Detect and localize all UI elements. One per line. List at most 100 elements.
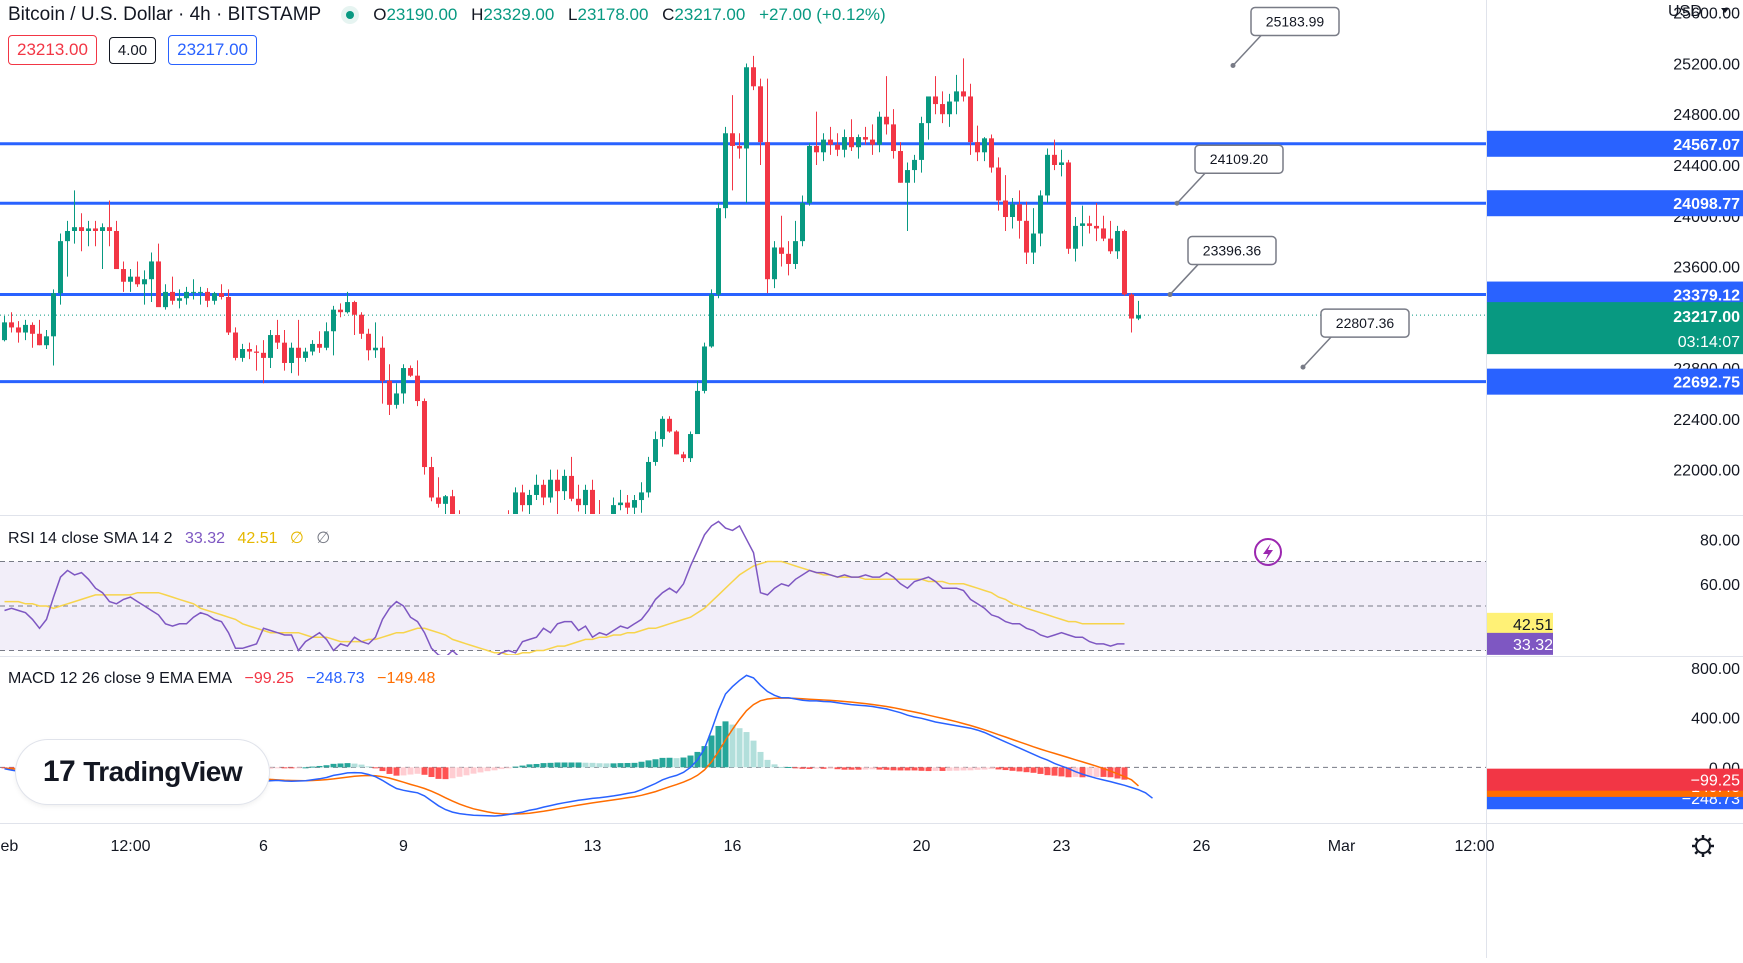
macd-histogram-bar <box>393 767 400 776</box>
candle-body <box>324 331 329 348</box>
candle <box>324 322 329 351</box>
candle <box>744 63 749 204</box>
candle-body <box>541 484 546 498</box>
candle-body <box>604 520 609 525</box>
macd-histogram-bar <box>533 763 540 768</box>
low-label: L <box>568 5 578 24</box>
callout-pointer <box>1232 34 1262 67</box>
callout-box <box>1187 235 1277 266</box>
time-tick-label: 16 <box>724 838 742 855</box>
candle-body <box>331 309 336 332</box>
macd-signal-legend-value: −149.48 <box>377 670 436 687</box>
macd-histogram-bar <box>624 762 631 768</box>
macd-histogram-bar <box>981 767 988 770</box>
market-status-icon[interactable] <box>341 6 360 24</box>
callout-anchor <box>1174 200 1180 206</box>
candle-body <box>121 269 126 282</box>
candle <box>114 220 119 270</box>
rsi-legend-value: 33.32 <box>184 530 226 547</box>
candle <box>828 126 833 155</box>
macd-legend-label[interactable]: MACD 12 26 close 9 EMA EMA <box>8 670 233 687</box>
sell-price-button[interactable]: 23213.00 <box>8 35 97 65</box>
symbol-title[interactable]: Bitcoin / U.S. Dollar · 4h · BITSTAMP <box>8 4 322 25</box>
candle-body <box>1129 294 1134 319</box>
price-pane: 25183.99 24109.20 23396.36 22807.36 <box>0 6 1486 525</box>
candle-body <box>828 139 833 145</box>
candle-body <box>975 142 980 153</box>
callout-pointer <box>1302 336 1332 368</box>
macd-histogram-bar <box>771 764 778 768</box>
candle-body <box>79 227 84 231</box>
candle <box>44 329 49 350</box>
candle <box>247 342 252 360</box>
candle <box>191 279 196 300</box>
candle <box>1101 215 1106 242</box>
chart-settings-gear-icon[interactable] <box>1692 835 1714 857</box>
candle-body <box>555 479 560 492</box>
gear-tooth <box>1694 850 1699 855</box>
candle-body <box>366 333 371 351</box>
macd-histogram-bar <box>407 767 414 775</box>
candle-body <box>898 151 903 183</box>
macd-histogram-bar <box>729 724 736 768</box>
callout-anchor <box>1167 292 1173 298</box>
time-tick-label: 23 <box>1053 838 1071 855</box>
candle <box>443 494 448 514</box>
macd-histogram-bar <box>512 766 519 768</box>
candle <box>23 319 28 341</box>
candle <box>450 489 455 514</box>
macd-histogram-bar <box>470 767 477 774</box>
candle-body <box>877 116 882 145</box>
candle <box>345 291 350 314</box>
candle <box>2 316 7 342</box>
candle-body <box>562 475 567 492</box>
candle-body <box>1052 154 1057 165</box>
macd-histogram-bar <box>904 767 911 771</box>
candle-body <box>590 489 595 514</box>
rsi-sma-line <box>4 560 1125 655</box>
candle-body <box>380 347 385 381</box>
candle <box>989 134 994 173</box>
macd-histogram-bar <box>484 767 491 772</box>
candle-body <box>611 505 616 514</box>
macd-histogram-bar <box>344 763 351 768</box>
candle-body <box>457 520 462 525</box>
rsi-legend-label[interactable]: RSI 14 close SMA 14 2 <box>8 530 173 547</box>
buy-price-button[interactable]: 23217.00 <box>168 35 258 65</box>
candle <box>632 494 637 514</box>
macd-histogram-bar <box>1107 767 1114 778</box>
price-tick-label: 22000.00 <box>1673 463 1740 480</box>
tradingview-logo[interactable]: 17 TradingView <box>16 740 269 804</box>
rsi-tick-label: 80.00 <box>1700 532 1740 549</box>
lightning-alert-icon[interactable] <box>1254 538 1282 566</box>
candle-body <box>373 347 378 351</box>
macd-histogram-bar <box>414 767 421 774</box>
time-tick-label: 6 <box>259 838 268 855</box>
candle-body <box>681 454 686 459</box>
macd-histogram-bar <box>799 767 806 769</box>
candle <box>1115 225 1120 259</box>
candle-body <box>345 302 350 313</box>
candle-body <box>646 461 651 493</box>
candle-body <box>30 324 35 334</box>
candle <box>296 319 301 376</box>
candle-body <box>170 291 175 301</box>
macd-histogram-bar <box>358 764 365 768</box>
candle-body <box>1024 220 1029 253</box>
candle <box>37 319 42 346</box>
candle <box>975 125 980 162</box>
macd-histogram-bar <box>554 762 561 768</box>
macd-line-legend-value: −248.73 <box>306 670 365 687</box>
macd-histogram-bar <box>603 763 610 768</box>
candle <box>793 220 798 270</box>
candle-body <box>688 434 693 459</box>
candle-body <box>191 291 196 293</box>
macd-histogram-bar <box>862 767 869 770</box>
candle-body <box>51 293 56 337</box>
time-tick-label: Mar <box>1328 838 1356 855</box>
macd-histogram-bar <box>309 766 316 768</box>
high-value: 23329.00 <box>483 5 555 24</box>
time-tick-label: 20 <box>913 838 931 855</box>
